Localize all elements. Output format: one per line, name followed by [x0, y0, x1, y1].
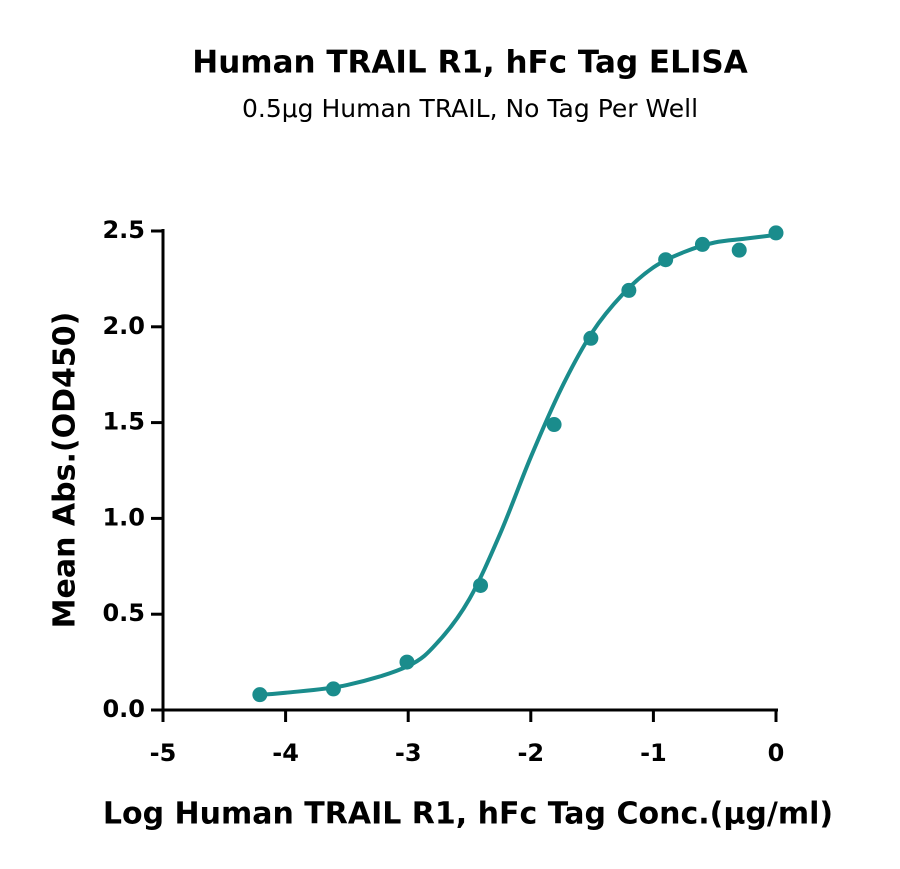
data-point	[621, 282, 637, 298]
x-tick-label: 0	[768, 739, 785, 767]
y-tick-label: 1.0	[102, 503, 145, 531]
data-point	[731, 242, 747, 258]
y-tick-label: 2.5	[102, 216, 145, 244]
chart-title: Human TRAIL R1, hFc Tag ELISA	[192, 45, 747, 81]
x-tick-label: -5	[150, 739, 177, 767]
data-point	[583, 330, 599, 346]
y-tick-label: 0.0	[102, 695, 145, 723]
data-point	[473, 577, 489, 593]
chart-subtitle: 0.5μg Human TRAIL, No Tag Per Well	[242, 94, 698, 123]
x-tick-label: -1	[640, 739, 667, 767]
x-tick-label: -4	[272, 739, 299, 767]
data-point	[768, 225, 784, 241]
data-point	[658, 252, 674, 268]
fit-curve	[259, 232, 777, 697]
x-tick-label: -2	[517, 739, 544, 767]
y-tick-label: 0.5	[102, 599, 145, 627]
x-tick-label: -3	[395, 739, 422, 767]
y-axis-title: Mean Abs.(OD450)	[48, 312, 83, 629]
data-point	[694, 236, 710, 252]
x-axis-title: Log Human TRAIL R1, hFc Tag Conc.(μg/ml)	[103, 797, 833, 832]
y-tick-label: 1.5	[102, 408, 145, 436]
data-point	[252, 687, 268, 703]
data-point	[325, 681, 341, 697]
data-point	[399, 654, 415, 670]
y-tick-label: 2.0	[102, 312, 145, 340]
data-point	[546, 417, 562, 433]
